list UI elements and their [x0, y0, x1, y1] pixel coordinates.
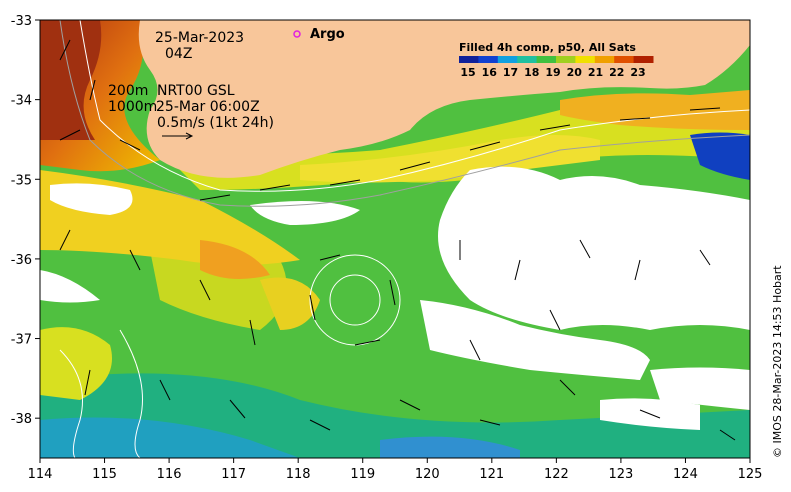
- legend-swatch: [497, 56, 518, 63]
- credit-label: © IMOS 28-Mar-2023 14:53 Hobart: [771, 265, 784, 458]
- current-product-label: NRT00 GSL: [157, 83, 235, 99]
- scale-label: 0.5m/s (1kt 24h): [157, 115, 274, 131]
- x-tick-label: 117: [221, 467, 246, 482]
- legend-tick-label: 23: [630, 66, 645, 79]
- sst-field: [40, 20, 750, 458]
- x-tick-label: 122: [544, 467, 569, 482]
- legend-tick-label: 21: [588, 66, 603, 79]
- argo-float-marker: [293, 30, 301, 38]
- x-tick-label: 125: [738, 467, 763, 482]
- y-tick-label: -33: [11, 14, 32, 29]
- x-tick-label: 114: [28, 467, 53, 482]
- color-legend: Filled 4h comp, p50, All Sats 15 16 17 18 19…: [459, 41, 654, 79]
- legend-swatch: [556, 56, 576, 63]
- legend-tick-label: 18: [524, 66, 539, 79]
- legend-tick-label: 15: [460, 66, 475, 79]
- x-tick-label: 119: [350, 467, 375, 482]
- current-vectors: [59, 39, 736, 441]
- plot-frame: [39, 19, 751, 459]
- x-tick-label: 118: [286, 467, 311, 482]
- depth-1000-label: 1000m: [108, 99, 157, 115]
- argo-label: Argo: [310, 27, 345, 42]
- y-tick-label: -38: [11, 412, 32, 427]
- legend-swatch: [459, 56, 479, 63]
- depth-200-label: 200m: [108, 83, 148, 99]
- legend-swatch: [614, 56, 635, 63]
- legend-tick-label: 20: [567, 66, 583, 79]
- y-tick-label: -36: [11, 253, 32, 268]
- x-tick-label: 124: [673, 467, 698, 482]
- x-tick-label: 121: [479, 467, 504, 482]
- y-tick-label: -37: [11, 333, 32, 348]
- legend-swatch: [517, 56, 538, 63]
- legend-tick-label: 19: [545, 66, 560, 79]
- scale-arrow: [162, 132, 194, 140]
- x-axis: 114 115 116 117 118 119 120 121 122 123 124 125: [28, 458, 763, 482]
- legend-tick-label: 22: [609, 66, 624, 79]
- date-label: 25-Mar-2023: [155, 30, 244, 46]
- legend-swatch: [594, 56, 615, 63]
- x-tick-label: 115: [92, 467, 117, 482]
- y-tick-label: -34: [11, 94, 32, 109]
- legend-tick-label: 17: [503, 66, 518, 79]
- y-axis: -33 -34 -35 -36 -37 -38: [11, 14, 40, 427]
- legend-tick-label: 16: [482, 66, 498, 79]
- legend-title: Filled 4h comp, p50, All Sats: [459, 41, 636, 54]
- legend-swatch: [478, 56, 499, 63]
- x-tick-label: 116: [157, 467, 182, 482]
- time-label: 04Z: [165, 46, 192, 62]
- y-tick-label: -35: [11, 173, 32, 188]
- x-tick-label: 120: [415, 467, 440, 482]
- legend-swatch: [575, 56, 596, 63]
- legend-swatch: [633, 56, 654, 63]
- current-time-label: 25-Mar 06:00Z: [156, 99, 260, 115]
- legend-swatch: [536, 56, 557, 63]
- x-tick-label: 123: [608, 467, 633, 482]
